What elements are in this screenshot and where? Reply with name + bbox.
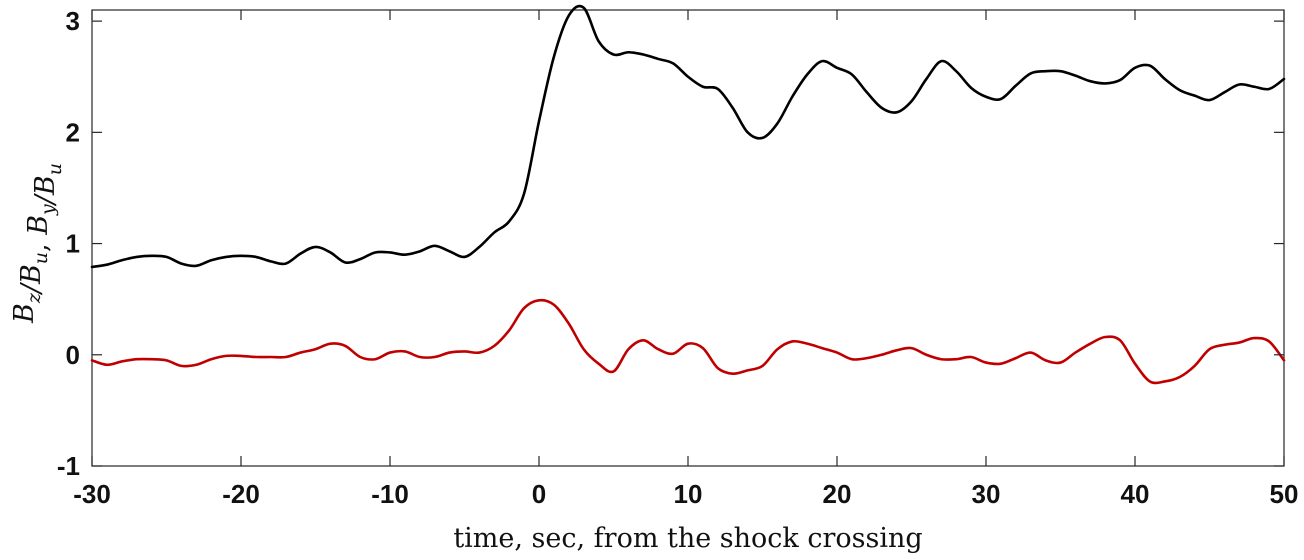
x-axis-title: time, sec, from the shock crossing <box>453 523 922 554</box>
y-axis-title-part: /B <box>16 264 47 296</box>
x-tick-label: 0 <box>532 479 546 509</box>
x-tick-label: 20 <box>823 479 852 509</box>
y-axis-title-subscript: u <box>30 252 52 264</box>
x-tick-label: 40 <box>1121 479 1150 509</box>
y-axis-title-part: , <box>23 235 54 252</box>
y-axis-title: Bz/Bu, By/Bu <box>9 163 66 324</box>
y-tick-label: 2 <box>66 117 80 147</box>
y-axis-title-part: /B <box>30 175 61 207</box>
plot-frame <box>91 9 1285 467</box>
y-axis-title-subscript: y <box>37 204 59 216</box>
y-axis-title-part: B <box>9 303 40 324</box>
x-tick-label: 50 <box>1270 479 1299 509</box>
y-axis-title-subscript: u <box>44 163 66 175</box>
y-tick-label: 1 <box>66 229 80 259</box>
series-layer <box>90 4 1286 385</box>
x-tick-label: 10 <box>674 479 703 509</box>
y-tick-label: 3 <box>66 6 80 36</box>
x-tick-label: -10 <box>371 479 409 509</box>
series-line-1 <box>90 4 1286 269</box>
y-axis-ticks: -1 0 1 2 3 <box>57 6 1284 481</box>
x-tick-label: -20 <box>222 479 260 509</box>
y-axis-title-subscript: z <box>23 292 45 304</box>
x-tick-label: 30 <box>972 479 1001 509</box>
y-tick-label: 0 <box>66 340 80 370</box>
y-tick-label: -1 <box>57 451 80 481</box>
series-line-2 <box>90 298 1286 385</box>
plot-area <box>91 9 1285 467</box>
x-axis-ticks: -30 -20 -10 0 10 20 30 40 50 <box>73 10 1298 509</box>
x-tick-label: -30 <box>73 479 111 509</box>
y-axis-title-part: B <box>23 215 54 236</box>
